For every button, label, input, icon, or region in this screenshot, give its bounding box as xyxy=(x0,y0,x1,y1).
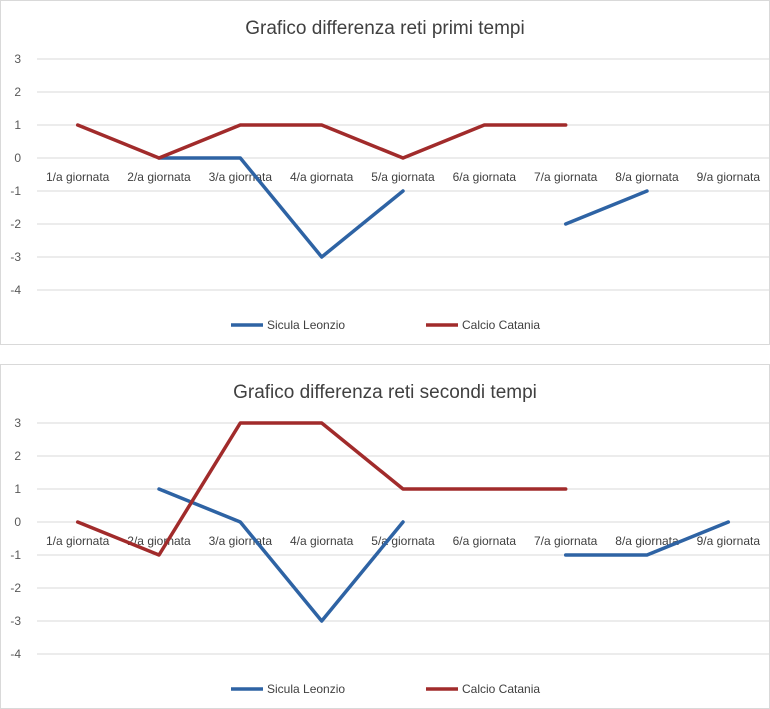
x-tick-label: 5/a giornata xyxy=(371,534,435,548)
x-tick-label: 5/a giornata xyxy=(371,170,435,184)
x-tick-label: 6/a giornata xyxy=(453,534,517,548)
series-line-1 xyxy=(75,421,568,557)
y-tick-label: -2 xyxy=(10,581,21,595)
series-line-0 xyxy=(563,189,649,226)
x-tick-label: 2/a giornata xyxy=(127,170,191,184)
y-tick-label: 3 xyxy=(14,52,21,66)
y-tick-label: -3 xyxy=(10,250,21,264)
x-tick-label: 8/a giornata xyxy=(615,170,679,184)
y-tick-label: -4 xyxy=(10,647,21,661)
x-tick-label: 8/a giornata xyxy=(615,534,679,548)
chart-secondi-tempi: Grafico differenza reti secondi tempi 3 2 1… xyxy=(0,364,770,709)
x-tick-label: 9/a giornata xyxy=(697,170,761,184)
series-line-0 xyxy=(157,156,405,259)
chart-title: Grafico differenza reti primi tempi xyxy=(245,18,524,39)
chart-title: Grafico differenza reti secondi tempi xyxy=(233,382,537,403)
x-tick-label: 7/a giornata xyxy=(534,170,598,184)
legend-label: Sicula Leonzio xyxy=(267,682,345,696)
y-tick-label: 2 xyxy=(14,449,21,463)
x-tick-label: 9/a giornata xyxy=(697,534,761,548)
y-tick-label: -2 xyxy=(10,217,21,231)
y-tick-label: -4 xyxy=(10,283,21,297)
x-tick-label: 3/a giornata xyxy=(209,534,273,548)
x-tick-label: 6/a giornata xyxy=(453,170,517,184)
y-tick-label: 1 xyxy=(14,482,21,496)
y-tick-label: -1 xyxy=(10,184,21,198)
y-tick-label: -3 xyxy=(10,614,21,628)
x-tick-label: 1/a giornata xyxy=(46,534,110,548)
y-tick-label: 0 xyxy=(14,515,21,529)
x-tick-label: 2/a giornata xyxy=(127,534,191,548)
x-tick-label: 7/a giornata xyxy=(534,534,598,548)
x-tick-label: 1/a giornata xyxy=(46,170,110,184)
series-line-1 xyxy=(75,123,568,160)
series-line-0 xyxy=(563,520,731,557)
chart-primi-tempi: Grafico differenza reti primi tempi 3 2 1 0 -… xyxy=(0,0,770,345)
y-tick-label: 2 xyxy=(14,85,21,99)
y-tick-label: -1 xyxy=(10,548,21,562)
legend-label: Calcio Catania xyxy=(462,682,540,696)
x-tick-label: 4/a giornata xyxy=(290,534,354,548)
chart-primi-tempi-svg: Grafico differenza reti primi tempi 3 2 1 0 -… xyxy=(10,18,769,332)
y-tick-label: 1 xyxy=(14,118,21,132)
y-tick-label: 0 xyxy=(14,151,21,165)
y-tick-label: 3 xyxy=(14,416,21,430)
legend-label: Calcio Catania xyxy=(462,318,540,332)
x-tick-label: 4/a giornata xyxy=(290,170,354,184)
x-tick-label: 3/a giornata xyxy=(209,170,273,184)
chart-secondi-tempi-svg: Grafico differenza reti secondi tempi 3 2 1… xyxy=(10,382,769,696)
legend-label: Sicula Leonzio xyxy=(267,318,345,332)
series-line-0 xyxy=(157,487,405,623)
